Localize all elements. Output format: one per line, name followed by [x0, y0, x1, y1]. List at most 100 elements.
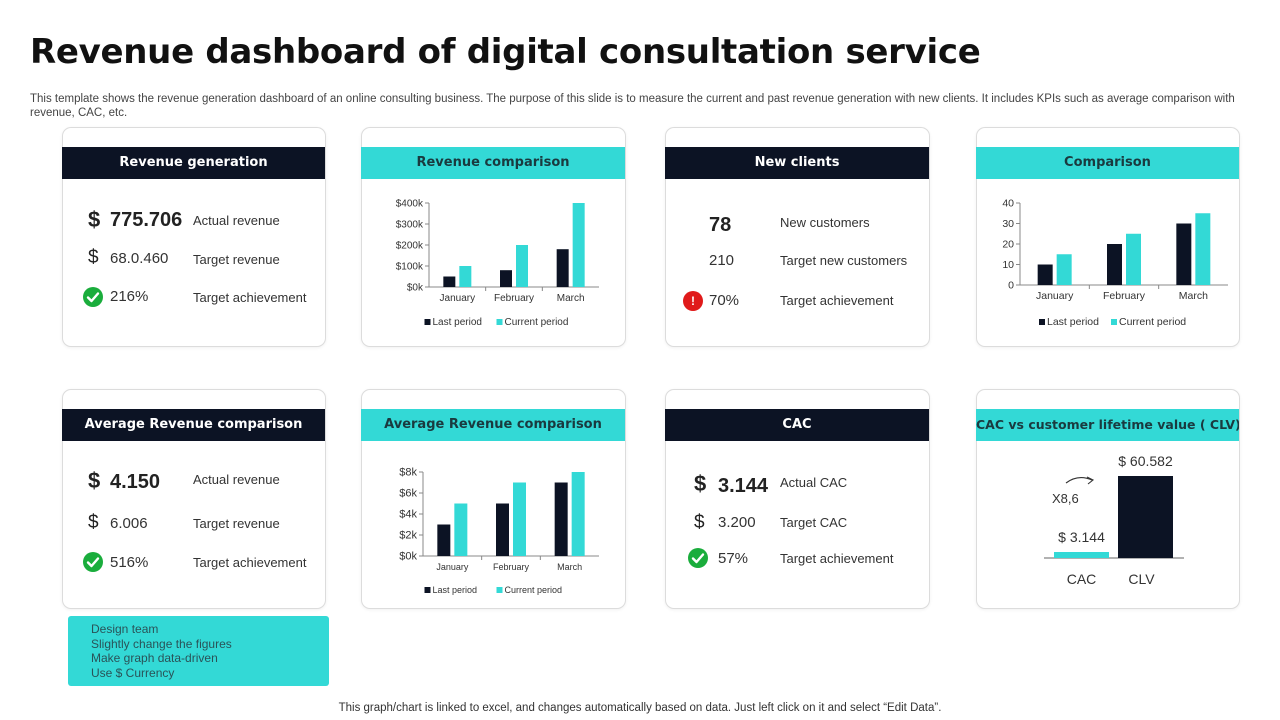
avg-achievement-label: Target achievement [193, 555, 307, 570]
achievement-label: Target achievement [193, 290, 307, 305]
x-tick-label: February [494, 293, 534, 304]
avg-revenue-comparison-chart: $0k $2k $4k $6k $8k January February March Last … [399, 467, 599, 595]
avg-target-revenue-value: 6.006 [110, 515, 148, 532]
actual-cac-value: 3.144 [718, 475, 769, 497]
bar-cac [1054, 552, 1109, 558]
dollar-icon: $ [88, 207, 101, 232]
y-tick-label: 10 [1002, 259, 1014, 271]
x-tick-label: February [493, 562, 530, 572]
page-title: Revenue dashboard of digital consultatio… [30, 32, 981, 72]
bar-last-period [500, 270, 512, 287]
bar-current-period [571, 472, 585, 556]
bar-last-period [1176, 223, 1192, 285]
new-customers-label: New customers [780, 215, 870, 230]
bar-last-period [554, 482, 568, 556]
y-tick-label: $300k [396, 220, 424, 231]
actual-cac-label: Actual CAC [780, 475, 848, 490]
bar-last-period [443, 276, 456, 287]
y-tick-label: $400k [396, 199, 424, 210]
legend-label: Current period [505, 317, 569, 328]
check-icon [83, 552, 103, 572]
note-line: Make graph data-driven [91, 651, 218, 665]
target-revenue-value: 68.0.460 [110, 250, 169, 267]
new-customers-value: 78 [709, 214, 732, 236]
dollar-icon: $ [694, 471, 707, 496]
x-tick-label: CLV [1128, 571, 1155, 587]
dollar-icon: $ [88, 468, 101, 493]
actual-revenue-value: 775.706 [110, 209, 183, 231]
footer-note: This graph/chart is linked to excel, and… [338, 702, 942, 714]
achievement-value: 216% [110, 288, 149, 305]
new-clients-header: New clients [665, 147, 929, 179]
bar-current-period [1126, 233, 1141, 285]
y-tick-label: $6k [399, 488, 417, 500]
y-tick-label: 0 [1008, 280, 1014, 292]
new-clients-achievement-label: Target achievement [780, 293, 894, 308]
bar-current-period [513, 482, 526, 556]
bar-current-period [572, 203, 585, 287]
target-new-customers-value: 210 [709, 252, 735, 269]
avg-actual-revenue-value: 4.150 [110, 471, 161, 493]
y-tick-label: 40 [1002, 198, 1014, 210]
revenue-comparison-chart: $0k $100k $200k $300k $400k January February Ma… [396, 199, 599, 328]
bar-current-period [459, 266, 472, 287]
alert-icon: ! [683, 291, 703, 311]
comparison-chart: 0 10 20 30 40 January February March Last period… [1002, 198, 1228, 328]
dollar-icon: $ [88, 512, 99, 533]
bar-last-period [437, 524, 451, 556]
annotation-label: X8,6 [1052, 491, 1079, 506]
x-tick-label: March [1179, 290, 1208, 302]
legend-swatch [424, 319, 431, 325]
target-cac-label: Target CAC [780, 515, 848, 530]
avg-achievement-value: 516% [110, 554, 149, 571]
revenue-generation-header: Revenue generation [62, 147, 325, 179]
bar-last-period [496, 503, 509, 556]
x-tick-label: CAC [1067, 571, 1097, 587]
data-label: $ 60.582 [1118, 453, 1173, 469]
check-icon [688, 548, 708, 568]
note-line: Design team [91, 622, 159, 636]
bar-last-period [556, 249, 569, 287]
y-tick-label: $100k [396, 262, 424, 273]
bar-clv [1118, 476, 1173, 558]
dollar-icon: $ [694, 512, 705, 533]
arrow-icon [1065, 477, 1093, 484]
y-tick-label: $8k [399, 467, 417, 479]
legend-swatch [1111, 319, 1117, 325]
target-new-customers-label: Target new customers [780, 253, 908, 268]
bar-current-period [516, 245, 528, 287]
legend-swatch [1039, 319, 1045, 325]
legend-label: Current period [1119, 316, 1186, 328]
legend-label: Last period [433, 317, 482, 328]
design-note: Design team Slightly change the figures … [68, 616, 329, 686]
avg-target-revenue-label: Target revenue [193, 516, 280, 531]
avg-revenue-chart-header: Average Revenue comparison [361, 409, 625, 441]
arrow-head-icon [1086, 476, 1095, 485]
comparison-header: Comparison [976, 147, 1239, 179]
revenue-comparison-header: Revenue comparison [361, 147, 625, 179]
page-subtitle: This template shows the revenue generati… [30, 93, 1235, 119]
y-tick-label: 20 [1002, 239, 1014, 251]
bar-last-period [1107, 244, 1122, 285]
y-tick-label: $0k [399, 551, 417, 563]
cac-achievement-value: 57% [718, 550, 749, 567]
y-tick-label: 30 [1002, 218, 1014, 230]
legend-swatch [424, 587, 431, 593]
bar-current-period [454, 503, 468, 556]
bar-last-period [1037, 264, 1053, 285]
x-tick-label: February [1103, 290, 1146, 302]
avg-revenue-kpi-header: Average Revenue comparison [62, 409, 325, 441]
dollar-icon: $ [88, 247, 99, 268]
x-tick-label: March [557, 293, 585, 304]
x-tick-label: January [440, 293, 476, 304]
bar-current-period [1195, 213, 1211, 285]
y-tick-label: $200k [396, 241, 424, 252]
target-revenue-label: Target revenue [193, 252, 280, 267]
data-label: $ 3.144 [1058, 529, 1105, 545]
cac-achievement-label: Target achievement [780, 551, 894, 566]
x-tick-label: March [557, 562, 582, 572]
x-tick-label: January [436, 562, 469, 572]
cac-vs-clv-chart: $ 3.144 CAC $ 60.582 CLV X8,6 [1044, 453, 1184, 587]
note-line: Slightly change the figures [91, 636, 232, 651]
legend-swatch [496, 319, 503, 325]
